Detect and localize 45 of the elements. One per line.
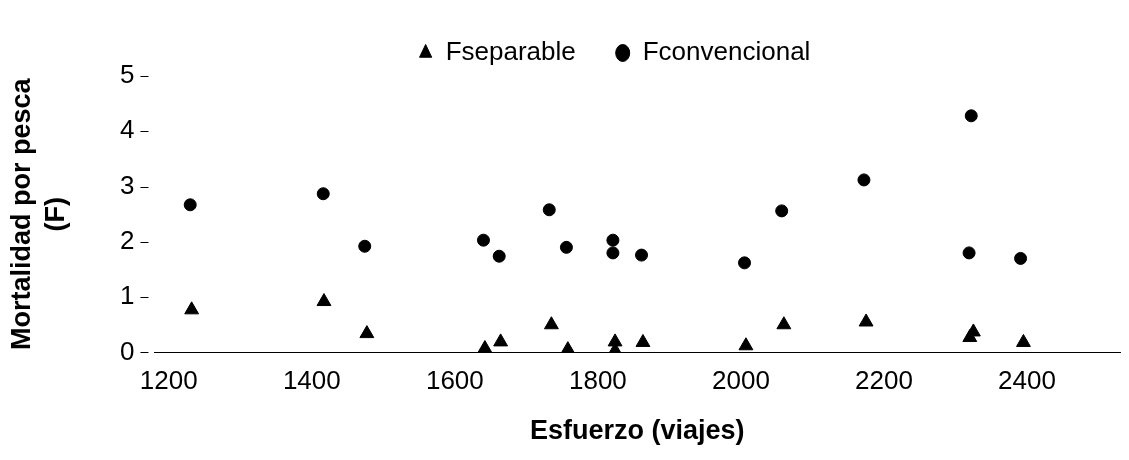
point: [857, 173, 871, 187]
point: [543, 316, 559, 330]
point: [962, 328, 978, 342]
y-tick-label: 1: [119, 280, 135, 311]
point: [858, 313, 874, 327]
point: [316, 293, 332, 307]
y-tick-label: 2: [119, 225, 135, 256]
point: [738, 337, 754, 351]
point: [962, 246, 976, 260]
x-tick-label: 1800: [568, 365, 627, 396]
point: [775, 204, 789, 218]
y-axis-title: Mortalidad por pesca (F): [6, 77, 71, 350]
point: [635, 248, 649, 262]
legend-label: Fconvencional: [642, 36, 811, 67]
x-tick-label: 2200: [855, 365, 913, 396]
y-tick-label: 0: [119, 335, 135, 366]
point: [477, 340, 493, 353]
y-tick-label: 5: [119, 59, 135, 90]
x-axis-title: Esfuerzo (viajes): [529, 415, 745, 446]
point: [359, 325, 375, 339]
point: [635, 333, 651, 347]
x-tick-label: 1600: [425, 365, 484, 396]
point: [964, 109, 978, 123]
x-tick-label: 2400: [998, 365, 1056, 396]
legend-label: Fseparable: [445, 36, 576, 67]
y-tick-label: 3: [119, 169, 135, 200]
point: [316, 187, 330, 201]
point: [183, 198, 197, 212]
point: [559, 240, 573, 254]
x-tick-label: 2000: [712, 365, 770, 396]
point: [606, 233, 620, 247]
point: [1016, 333, 1031, 347]
point: [476, 233, 490, 247]
point: [606, 246, 620, 260]
point: [358, 239, 372, 253]
x-tick-label: 1400: [282, 365, 341, 396]
point: [492, 249, 506, 263]
point: [493, 333, 509, 347]
point: [1014, 251, 1028, 265]
point: [542, 203, 556, 217]
point: [738, 256, 752, 270]
x-tick-label: 1200: [139, 365, 198, 396]
y-tick-label: 4: [119, 114, 135, 145]
point: [776, 316, 792, 330]
point: [184, 301, 200, 315]
